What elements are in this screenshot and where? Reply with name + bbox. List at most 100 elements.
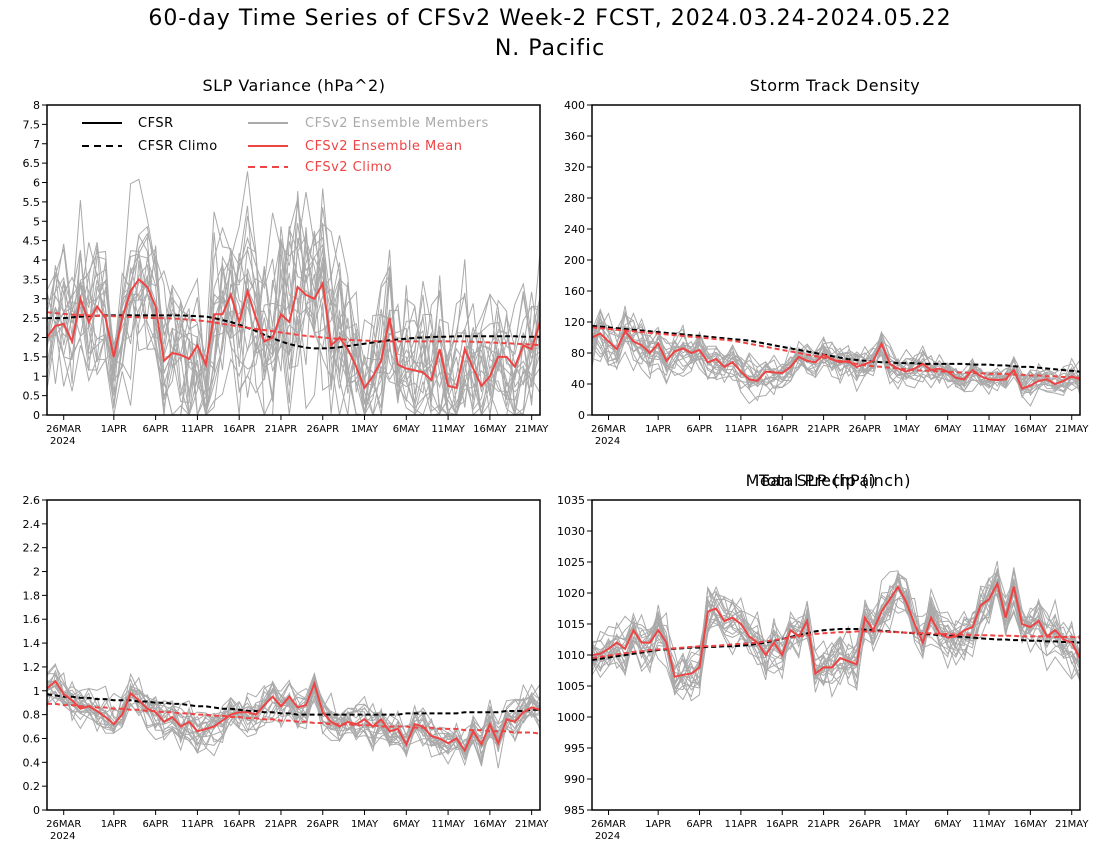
mean-slp-plot-area xyxy=(592,560,1080,702)
slp-variance-ytick-label: 320 xyxy=(564,161,585,174)
storm-track-ytick-label: 0 xyxy=(33,409,40,422)
slp-variance-frame xyxy=(591,104,1081,416)
mean-slp-xtick-label: 11APR xyxy=(725,819,758,830)
total-precip-cfsv2-climo-line xyxy=(47,702,540,735)
slp-variance-xtick-label: 21MAY xyxy=(1055,424,1089,435)
storm-track-frame xyxy=(46,104,541,416)
mean-slp-ytick-label: 1030 xyxy=(557,525,585,538)
total-precip-ytick-label: 1.8 xyxy=(23,589,41,602)
mean-slp-member-line xyxy=(592,570,1080,696)
total-precip-ytick-label: 1 xyxy=(33,685,40,698)
slp-variance-ytick-label: 280 xyxy=(564,192,585,205)
total-precip-ytick-label: 0.8 xyxy=(23,709,41,722)
slp-variance-cfsr-climo-line xyxy=(592,324,1080,373)
legend-members-label: CFSv2 Ensemble Members xyxy=(305,116,489,131)
storm-track-ytick-label: 2 xyxy=(33,332,40,345)
storm-track-ytick-label: 1.5 xyxy=(23,351,41,364)
mean-slp-ytick-label: 990 xyxy=(564,773,585,786)
storm-track-member-line xyxy=(47,250,540,415)
total-precip-xtick-label: 1MAY xyxy=(351,819,379,830)
legend: CFSR CFSR Climo CFSv2 Ensemble Members C… xyxy=(82,116,489,175)
total-precip-ytick-label: 0.6 xyxy=(23,732,41,745)
storm-track-cfsv2-ensemble-mean-line xyxy=(47,277,540,390)
total-precip-xtick-label: 21APR xyxy=(265,819,298,830)
storm-track-cfsr-climo-line xyxy=(47,314,540,350)
panel-storm-track-density: Storm Track Density 0 0.5 1 1.5 2 2.5 3 3.5 4 4.5 5… xyxy=(23,76,920,447)
mean-slp-xtick-label: 21APR xyxy=(807,819,840,830)
storm-track-ytick-label: 7 xyxy=(33,138,40,151)
total-precip-plot-area xyxy=(47,662,540,769)
storm-track-ytick-label: 3.5 xyxy=(23,273,41,286)
mean-slp-ytick-label: 1035 xyxy=(557,494,585,507)
panel-slp-variance: SLP Variance (hPa^2) 0 40 80 120 160 200 240 280… xyxy=(203,76,1090,447)
slp-variance-xtick-label: 6APR xyxy=(686,424,712,435)
storm-track-cfsv2-climo-line xyxy=(47,311,540,347)
page-title: 60-day Time Series of CFSv2 Week-2 FCST,… xyxy=(148,6,952,31)
storm-track-xtick-label: 11MAY xyxy=(431,424,465,435)
slp-variance-xtick-label: 26MAR xyxy=(591,424,626,435)
mean-slp-ytick-label: 985 xyxy=(564,804,585,817)
total-precip-xtick-label: 21MAY xyxy=(515,819,549,830)
slp-variance-ytick-label: 160 xyxy=(564,285,585,298)
mean-slp-ytick-label: 1000 xyxy=(557,711,585,724)
slp-variance-xtick-label: 6MAY xyxy=(934,424,962,435)
slp-variance-member-line xyxy=(592,331,1080,392)
storm-track-xtick-label: 6APR xyxy=(143,424,169,435)
total-precip-xtick-label: 11APR xyxy=(181,819,214,830)
storm-track-ytick-label: 4.5 xyxy=(23,235,41,248)
page-subtitle: N. Pacific xyxy=(494,36,606,61)
mean-slp-xtick-label: 16MAY xyxy=(1014,819,1048,830)
storm-track-xtick-label: 21MAY xyxy=(515,424,549,435)
total-precip-cfsr-climo-line xyxy=(47,693,540,716)
total-precip-ytick-label: 1.4 xyxy=(23,637,41,650)
storm-track-ytick-label: 4 xyxy=(33,254,40,267)
slp-variance-ytick-label: 400 xyxy=(564,99,585,112)
storm-track-ytick-label: 6 xyxy=(33,177,40,190)
storm-track-ytick-label: 5.5 xyxy=(23,196,41,209)
storm-track-member-line xyxy=(47,234,540,415)
mean-slp-xtick-label: 1APR xyxy=(645,819,671,830)
mean-slp-cfsv2-climo-line xyxy=(592,630,1080,660)
storm-track-member-line xyxy=(47,215,540,415)
total-precip-xtick-label: 6APR xyxy=(143,819,169,830)
storm-track-xtick-label: 21APR xyxy=(265,424,298,435)
total-precip-frame xyxy=(46,499,541,811)
slp-variance-xtick-label: 1APR xyxy=(645,424,671,435)
total-precip-ytick-label: 2 xyxy=(33,566,40,579)
storm-track-ytick-label: 7.5 xyxy=(23,118,41,131)
total-precip-xtick-label: 16MAY xyxy=(473,819,507,830)
slp-variance-ytick-label: 240 xyxy=(564,223,585,236)
slp-variance-xtick-label: 11APR xyxy=(725,424,758,435)
mean-slp-xtick-label: 6APR xyxy=(686,819,712,830)
slp-variance-xtick-label: 21APR xyxy=(807,424,840,435)
storm-track-ytick-label: 0.5 xyxy=(23,390,41,403)
total-precip-member-line xyxy=(47,680,540,762)
total-precip-ytick-label: 0.2 xyxy=(23,780,41,793)
storm-track-title: Storm Track Density xyxy=(750,76,920,95)
mean-slp-ytick-label: 1010 xyxy=(557,649,585,662)
storm-track-xtick-label: 16APR xyxy=(223,424,256,435)
total-precip-ytick-label: 1.2 xyxy=(23,661,41,674)
slp-variance-ytick-label: 0 xyxy=(578,409,585,422)
slp-variance-cfsv2-climo-line xyxy=(592,326,1080,379)
slp-variance-cfsv2-ensemble-mean-line xyxy=(592,329,1080,390)
mean-slp-member-line xyxy=(592,575,1080,693)
slp-variance-ytick-label: 80 xyxy=(571,347,585,360)
mean-slp-title: Mean SLP (hPa) xyxy=(746,471,877,490)
slp-variance-xtick-label: 11MAY xyxy=(972,424,1006,435)
total-precip-ytick-label: 0.4 xyxy=(23,756,41,769)
total-precip-ytick-label: 2.6 xyxy=(23,494,41,507)
storm-track-xtick-label: 26MAR xyxy=(46,424,81,435)
legend-cfsr-label: CFSR xyxy=(138,116,174,131)
slp-variance-ytick-label: 40 xyxy=(571,378,585,391)
slp-variance-member-line xyxy=(592,319,1080,393)
mean-slp-ytick-label: 1015 xyxy=(557,618,585,631)
storm-track-xtick-label: 16MAY xyxy=(473,424,507,435)
mean-slp-xtick-label: 11MAY xyxy=(972,819,1006,830)
total-precip-xtick-label: 16APR xyxy=(223,819,256,830)
storm-track-member-line xyxy=(47,230,540,415)
storm-track-ytick-label: 1 xyxy=(33,370,40,383)
mean-slp-xtick-label: 6MAY xyxy=(934,819,962,830)
mean-slp-xtick-label: 16APR xyxy=(766,819,799,830)
storm-track-ytick-label: 8 xyxy=(33,99,40,112)
